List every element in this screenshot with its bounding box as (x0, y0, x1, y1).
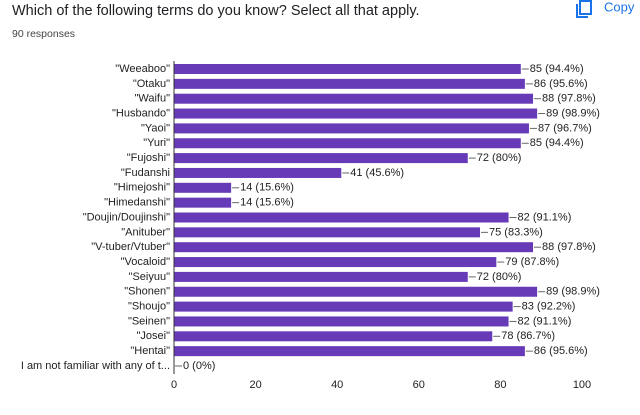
y-tick-label: "Anituber" (121, 226, 170, 238)
bar (174, 257, 497, 268)
y-tick-label: "Shonen" (124, 286, 170, 298)
copy-button[interactable]: Copy (576, 0, 635, 18)
y-tick-label: "Fudanshi (121, 167, 170, 179)
value-label: 89 (98.9%) (546, 286, 600, 298)
bar (174, 286, 538, 297)
y-tick-label: "Waifu" (134, 93, 170, 105)
bar (174, 167, 342, 178)
chart-title: Which of the following terms do you know… (12, 3, 420, 19)
bar (174, 182, 232, 193)
bar (174, 212, 509, 223)
value-label: 86 (95.6%) (534, 345, 588, 357)
value-label: 78 (86.7%) (501, 330, 555, 342)
y-tick-label: "Vocaloid" (121, 256, 170, 268)
y-tick-label: "Seinen" (128, 315, 170, 327)
copy-icon (579, 0, 592, 15)
y-tick-label: "Yuri" (143, 137, 170, 149)
value-label: 0 (0%) (183, 360, 215, 372)
y-tick-label: "Seiyuu" (129, 271, 171, 283)
value-label: 14 (15.6%) (240, 182, 294, 194)
copy-label: Copy (604, 0, 635, 14)
y-tick-label: "Doujin/Doujinshi" (83, 211, 170, 223)
value-label: 14 (15.6%) (240, 197, 294, 209)
y-tick-label: "Himejoshi" (114, 182, 170, 194)
bar (174, 138, 521, 149)
value-label: 85 (94.4%) (530, 63, 584, 75)
y-tick-label: "Yaoi" (141, 122, 170, 134)
bar (174, 301, 513, 312)
value-label: 82 (91.1%) (518, 315, 572, 327)
bar (174, 197, 232, 208)
bar (174, 271, 468, 282)
response-count: 90 responses (12, 28, 75, 40)
value-label: 79 (87.8%) (505, 256, 559, 268)
value-label: 75 (83.3%) (489, 226, 543, 238)
value-label: 86 (95.6%) (534, 78, 588, 90)
value-label: 88 (97.8%) (542, 93, 596, 105)
x-tick-label: 100 (573, 379, 591, 391)
value-label: 72 (80%) (477, 271, 522, 283)
bar (174, 93, 534, 104)
value-label: 89 (98.9%) (546, 107, 600, 119)
y-tick-label: "Hentai" (130, 345, 170, 357)
bar (174, 153, 468, 164)
value-label: 85 (94.4%) (530, 137, 584, 149)
value-label: 72 (80%) (477, 152, 522, 164)
bar (174, 64, 521, 74)
value-label: 41 (45.6%) (350, 167, 404, 179)
bar (174, 331, 493, 342)
y-tick-label: "V-tuber/Vtuber" (91, 241, 170, 253)
bar (174, 316, 509, 327)
bar (174, 108, 538, 119)
x-tick-label: 80 (494, 379, 506, 391)
bar (174, 346, 525, 357)
x-tick-label: 40 (331, 379, 343, 391)
value-label: 87 (96.7%) (538, 122, 592, 134)
x-tick-label: 20 (249, 379, 261, 391)
bar (174, 227, 480, 238)
y-tick-label: "Himedanshi" (104, 197, 170, 209)
bar (174, 78, 525, 89)
y-tick-label: "Otaku" (133, 78, 170, 90)
value-label: 82 (91.1%) (518, 211, 572, 223)
y-tick-label: "Fujoshi" (127, 152, 170, 164)
y-tick-label: "Husbando" (112, 107, 170, 119)
y-tick-label: "Josei" (137, 330, 171, 342)
y-tick-label: "Weeaboo" (115, 63, 170, 75)
x-tick-label: 0 (171, 379, 177, 391)
y-tick-label: I am not familiar with any of t... (21, 360, 170, 372)
y-tick-label: "Shoujo" (128, 301, 170, 313)
x-tick-label: 60 (413, 379, 425, 391)
value-label: 83 (92.2%) (522, 301, 576, 313)
bar (174, 123, 529, 134)
value-label: 88 (97.8%) (542, 241, 596, 253)
bar (174, 242, 534, 253)
